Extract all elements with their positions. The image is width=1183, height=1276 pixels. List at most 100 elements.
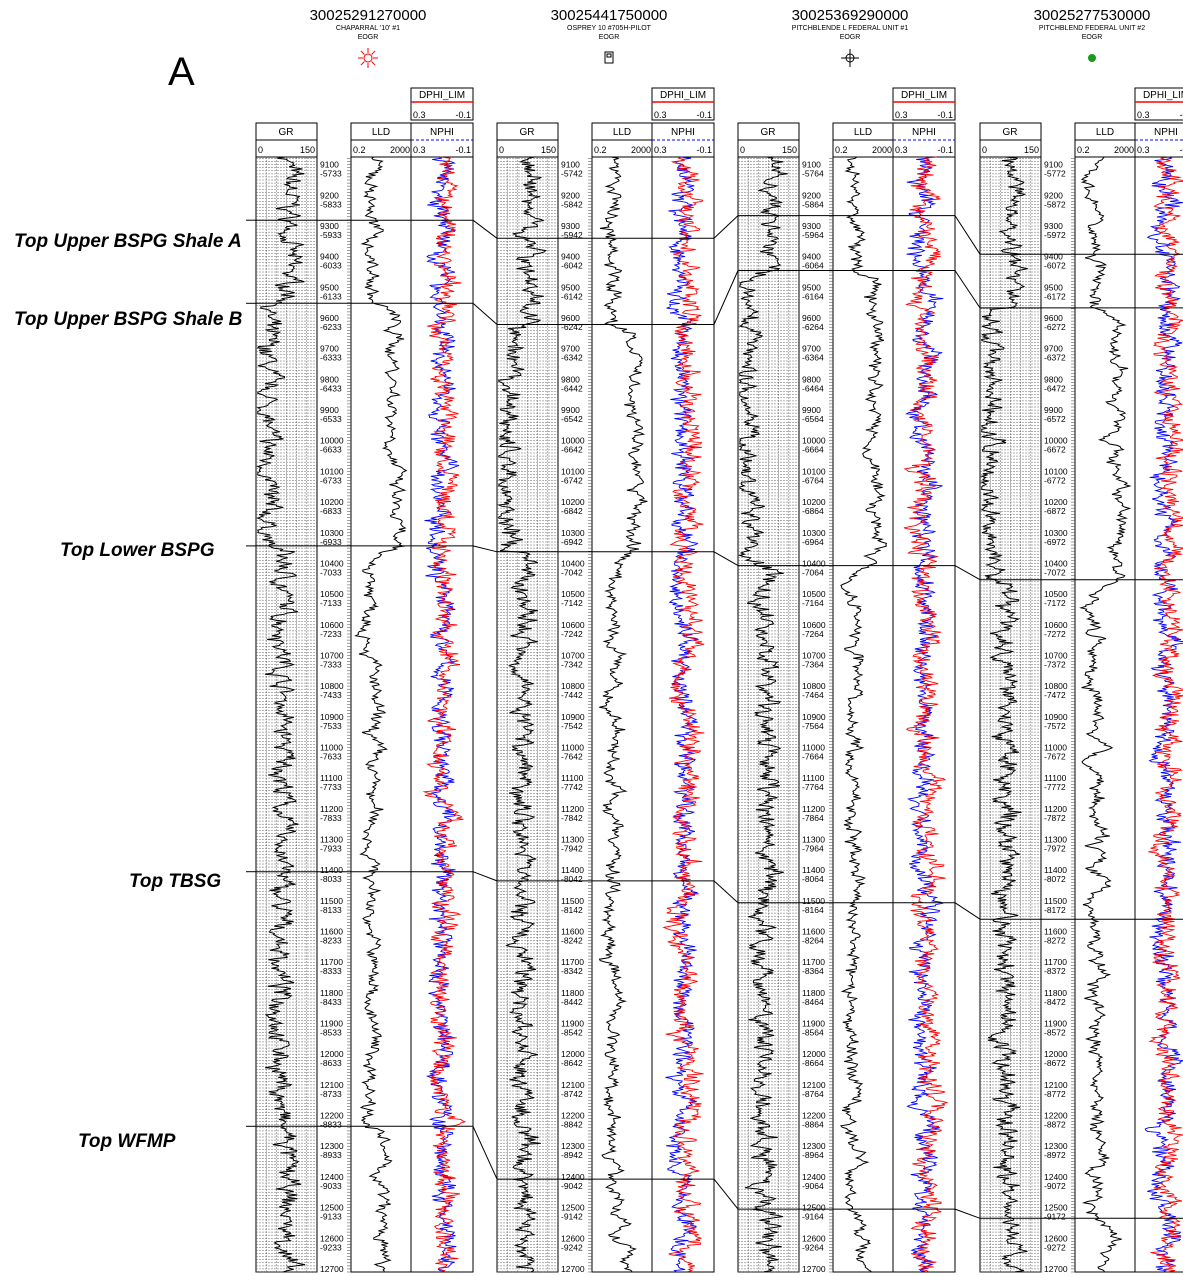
tvdss-depth-label: -5772: [1044, 169, 1066, 179]
md-depth-label: 10200: [1044, 497, 1068, 507]
dphi-track-name: DPHI_LIM: [901, 90, 947, 101]
tvdss-depth-label: -7333: [320, 659, 342, 669]
tvdss-depth-label: -6742: [561, 475, 583, 485]
md-depth-label: 12000: [1044, 1049, 1068, 1059]
md-depth-label: 11500: [1044, 896, 1067, 906]
tvdss-depth-label: -8564: [802, 1028, 824, 1038]
tvdss-depth-label: -7842: [561, 813, 583, 823]
gr-track-name: GR: [761, 127, 776, 138]
lld-scale-max: 2000: [1114, 145, 1134, 155]
md-depth-label: 11600: [1044, 927, 1067, 937]
md-depth-label: 12000: [320, 1049, 344, 1059]
lld-track-name: LLD: [1096, 127, 1114, 138]
md-depth-label: 10100: [320, 466, 344, 476]
tvdss-depth-label: -8864: [802, 1120, 824, 1130]
md-depth-label: 11500: [802, 896, 825, 906]
tvdss-depth-label: -8733: [320, 1089, 342, 1099]
md-depth-label: 11300: [561, 834, 584, 844]
md-depth-label: 11700: [561, 957, 584, 967]
tvdss-depth-label: -5933: [320, 230, 342, 240]
md-depth-label: 12500: [561, 1203, 585, 1213]
md-depth-label: 10600: [561, 620, 585, 630]
md-depth-label: 10800: [1044, 681, 1068, 691]
tvdss-depth-label: -8233: [320, 936, 342, 946]
tvdss-depth-label: -6042: [561, 261, 583, 271]
tvdss-depth-label: -8033: [320, 874, 342, 884]
lld-curve: [1079, 156, 1132, 1272]
tvdss-depth-label: -7772: [1044, 782, 1066, 792]
tvdss-depth-label: -6864: [802, 506, 824, 516]
md-depth-label: 12200: [561, 1111, 585, 1121]
tvdss-depth-label: -6072: [1044, 261, 1066, 271]
md-depth-label: 10800: [561, 681, 585, 691]
md-depth-label: 11800: [320, 988, 343, 998]
correlation-line: [472, 1126, 498, 1180]
sun-ray: [360, 61, 365, 66]
md-depth-label: 9500: [320, 282, 339, 292]
md-depth-label: 11100: [1044, 773, 1067, 783]
nphi-scale-max: -0.1: [696, 145, 712, 155]
md-depth-label: 11400: [561, 865, 584, 875]
tvdss-depth-label: -8042: [561, 874, 583, 884]
md-depth-label: 9900: [1044, 405, 1063, 415]
md-depth-label: 9900: [561, 405, 580, 415]
dphi-scale-min: 0.3: [654, 110, 667, 120]
tvdss-depth-label: -9042: [561, 1181, 583, 1191]
sun-ray: [371, 50, 376, 55]
nphi-track-name: NPHI: [430, 127, 454, 138]
tvdss-depth-label: -7464: [802, 690, 824, 700]
md-depth-label: 9900: [802, 405, 821, 415]
tvdss-depth-label: -6272: [1044, 322, 1066, 332]
dphi-scale-max: -0.1: [937, 110, 953, 120]
tvdss-depth-label: -6233: [320, 322, 342, 332]
tvdss-depth-label: -6942: [561, 537, 583, 547]
sun-symbol-icon: [358, 48, 378, 68]
nphi-curve: [903, 156, 949, 1273]
tvdss-depth-label: -6364: [802, 353, 824, 363]
tvdss-depth-label: -7164: [802, 598, 824, 608]
oil-well-dot-icon: [1088, 54, 1096, 62]
well-name-label: PITCHBLEND FEDERAL UNIT #2: [1039, 25, 1145, 32]
tvdss-depth-label: -7872: [1044, 813, 1066, 823]
nphi-curve: [1148, 156, 1183, 1273]
md-depth-label: 12600: [561, 1233, 585, 1243]
tvdss-depth-label: -8333: [320, 966, 342, 976]
tvdss-depth-label: -7372: [1044, 659, 1066, 669]
dphi-curve: [665, 156, 699, 1273]
md-depth-label: 9300: [320, 221, 339, 231]
tvdss-depth-label: -8164: [802, 905, 824, 915]
md-depth-label: 10000: [802, 436, 826, 446]
tvdss-depth-label: -6372: [1044, 353, 1066, 363]
md-depth-label: 9100: [802, 160, 821, 170]
md-depth-label: 10500: [802, 589, 826, 599]
dphi-scale-max: -0.1: [696, 110, 712, 120]
md-depth-label: 10600: [802, 620, 826, 630]
md-depth-label: 11900: [561, 1019, 584, 1029]
md-depth-label: 9300: [802, 221, 821, 231]
md-depth-label: 10400: [561, 558, 585, 568]
tvdss-depth-label: -5742: [561, 169, 583, 179]
md-depth-label: 9500: [1044, 282, 1063, 292]
md-depth-label: 12100: [320, 1080, 344, 1090]
md-depth-label: 11000: [802, 742, 825, 752]
tvdss-depth-label: -5964: [802, 230, 824, 240]
md-depth-label: 9400: [1044, 252, 1063, 262]
tvdss-depth-label: -5833: [320, 199, 342, 209]
md-depth-label: 10100: [802, 466, 826, 476]
md-depth-label: 12200: [320, 1111, 344, 1121]
well-name-label: OSPREY 10 #705H-PILOT: [567, 25, 652, 32]
md-depth-label: 11000: [1044, 742, 1067, 752]
tvdss-depth-label: -6933: [320, 537, 342, 547]
md-depth-label: 9200: [320, 190, 339, 200]
md-depth-label: 9300: [1044, 221, 1063, 231]
tvdss-depth-label: -7342: [561, 659, 583, 669]
lld-scale-max: 2000: [872, 145, 892, 155]
tvdss-depth-label: -8542: [561, 1028, 583, 1038]
tvdss-depth-label: -7233: [320, 629, 342, 639]
lld-scale-max: 2000: [631, 145, 651, 155]
gr-grid: [256, 157, 317, 1273]
md-depth-label: 12100: [802, 1080, 826, 1090]
well-api-label: 30025277530000: [1034, 7, 1151, 24]
tvdss-depth-label: -9272: [1044, 1242, 1066, 1252]
